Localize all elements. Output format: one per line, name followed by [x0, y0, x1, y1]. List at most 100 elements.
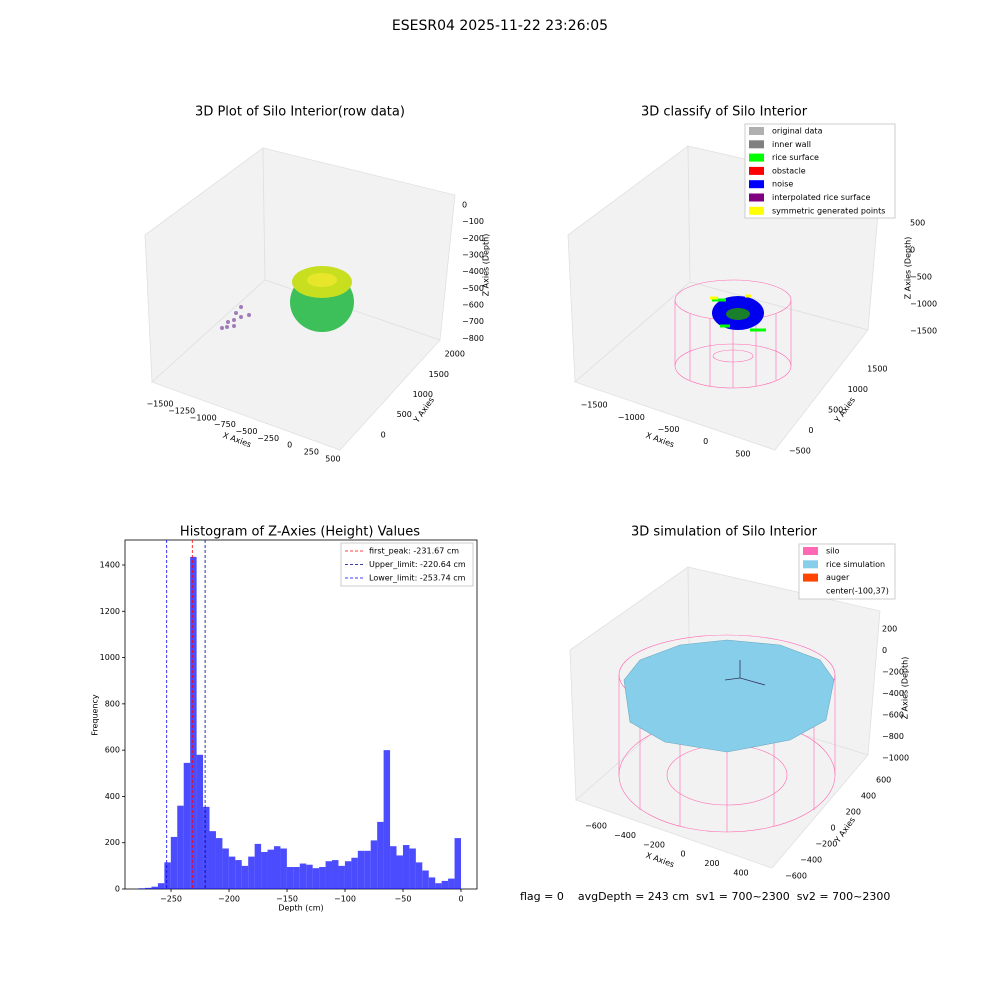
x-tick-label: −250: [160, 895, 182, 904]
bar: [435, 883, 442, 889]
bar: [267, 849, 274, 889]
plot-3d-box: [144, 147, 456, 451]
bar: [325, 861, 333, 889]
bar: [286, 867, 294, 889]
bar: [415, 862, 423, 889]
x-tick-label: 0: [680, 850, 685, 859]
z-tick-label: 500: [910, 219, 925, 228]
y-tick-label: 1200: [100, 607, 120, 616]
legend-swatch: [803, 547, 818, 555]
legend-label: rice simulation: [826, 560, 885, 569]
x-tick-label: −500: [235, 427, 257, 436]
bar: [428, 877, 436, 889]
bar: [261, 851, 268, 889]
y-tick-label: 0: [115, 885, 120, 894]
y-tick-label: 0: [808, 426, 813, 435]
bar: [332, 860, 339, 889]
z-tick-label: −1000: [882, 754, 909, 763]
z-tick-label: −100: [462, 217, 484, 226]
bar: [203, 806, 210, 889]
plot-title: 3D classify of Silo Interior: [641, 105, 808, 120]
x-tick-label: −100: [334, 895, 356, 904]
legend-swatch: [749, 140, 764, 149]
y-axis-label: Frequency: [91, 694, 100, 736]
y-tick-label: 0: [381, 430, 386, 439]
bar: [402, 845, 410, 889]
bar: [351, 857, 358, 889]
z-tick-label: −200: [462, 234, 484, 243]
z-tick-label: 0: [462, 201, 467, 210]
legend-label: noise: [772, 180, 793, 189]
legend-label: Upper_limit: -220.64 cm: [369, 560, 466, 569]
bar: [254, 843, 262, 889]
legend-swatch: [749, 206, 764, 215]
x-tick-label: −250: [257, 434, 279, 443]
z-tick-label: −800: [882, 732, 904, 741]
bar: [293, 867, 300, 889]
x-tick-label: −750: [214, 420, 236, 429]
z-axis-label: Z Axies (Depth): [901, 657, 910, 720]
y-tick-label: 800: [105, 699, 120, 708]
z-tick-label: −500: [910, 273, 932, 282]
bar: [248, 856, 255, 889]
bar: [177, 805, 184, 889]
bar: [390, 846, 397, 889]
legend-swatch: [803, 573, 818, 582]
legend-label: silo: [826, 547, 840, 556]
y-tick-label: −600: [785, 872, 807, 881]
bar: [151, 886, 158, 889]
y-tick-label: 2000: [445, 350, 465, 359]
legend-label: first_peak: -231.67 cm: [369, 547, 459, 556]
bar: [228, 856, 236, 889]
z-tick-label: 200: [882, 625, 897, 634]
z-tick-label: 0: [882, 646, 887, 655]
y-tick-label: 1500: [867, 365, 887, 374]
bar: [377, 821, 384, 889]
bar: [280, 848, 287, 889]
x-axis-label: Depth (cm): [278, 904, 323, 913]
legend-swatch: [749, 153, 764, 162]
bar: [222, 848, 229, 889]
x-tick-label: −150: [276, 895, 298, 904]
bar: [409, 848, 416, 889]
x-tick-label: −50: [395, 895, 412, 904]
bar: [370, 840, 378, 889]
y-tick-label: 400: [105, 792, 120, 801]
x-tick-label: −600: [585, 822, 607, 831]
bar: [364, 850, 371, 889]
bar: [448, 878, 455, 889]
z-tick-label: −800: [462, 334, 484, 343]
x-tick-label: 500: [325, 454, 340, 463]
legend-label: Lower_limit: -253.74 cm: [369, 574, 466, 583]
plot-title: 3D Plot of Silo Interior(row data): [195, 105, 405, 120]
legend-label: inner wall: [772, 140, 811, 149]
z-tick-label: −600: [882, 711, 904, 720]
legend-label: rice surface: [772, 153, 819, 162]
legend-label: original data: [772, 127, 823, 136]
bar: [357, 850, 365, 889]
x-tick-label: −1250: [168, 406, 195, 415]
z-axis-label: Z Axies (Depth): [904, 237, 913, 300]
y-tick-label: −500: [789, 446, 811, 455]
y-tick-label: −200: [815, 840, 837, 849]
bar: [299, 863, 307, 889]
y-tick-label: −400: [800, 856, 822, 865]
z-tick-label: −400: [462, 267, 484, 276]
x-tick-label: −1500: [146, 400, 173, 409]
y-tick-label: 1000: [413, 390, 433, 399]
bar: [138, 888, 146, 889]
x-tick-label: 200: [704, 859, 719, 868]
z-tick-label: −400: [882, 689, 904, 698]
x-tick-label: −1000: [190, 413, 217, 422]
y-tick-label: 1500: [429, 370, 449, 379]
x-tick-label: −200: [643, 840, 665, 849]
plot-title: 3D simulation of Silo Interior: [631, 525, 818, 540]
bar: [170, 836, 178, 889]
bar: [209, 831, 216, 889]
y-tick-label: 1000: [848, 385, 868, 394]
z-axis-label: Z Axies (Depth): [482, 234, 491, 297]
x-tick-label: −1500: [581, 401, 608, 410]
z-tick-label: 0: [910, 246, 915, 255]
y-tick-label: 1000: [100, 653, 120, 662]
y-tick-label: 200: [846, 808, 861, 817]
